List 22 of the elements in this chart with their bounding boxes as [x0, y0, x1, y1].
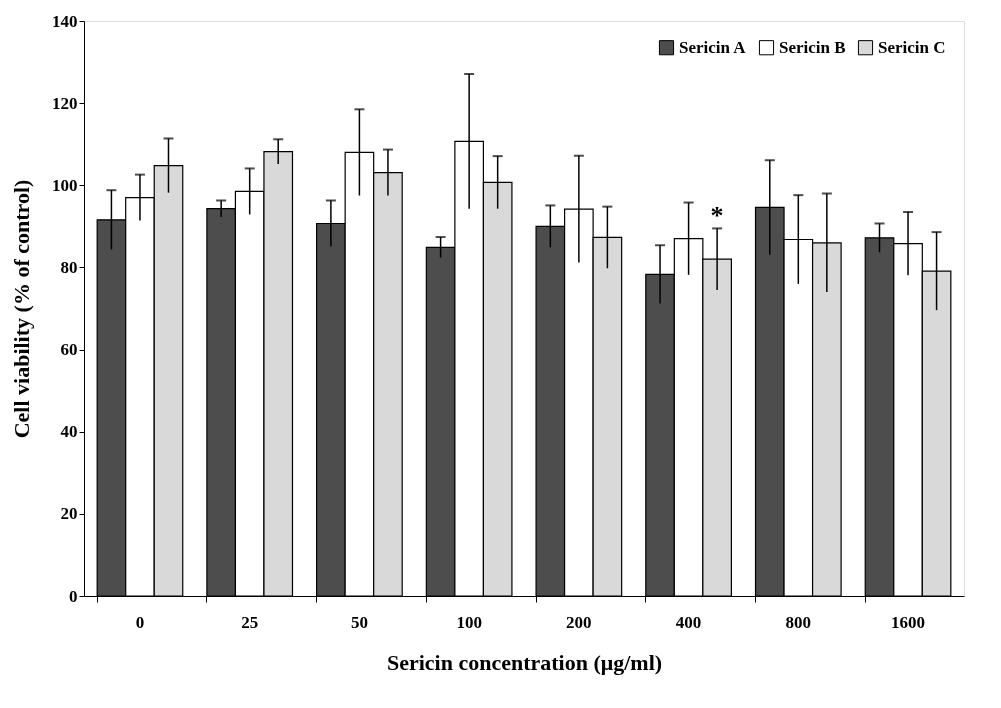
x-axis-title: Sericin concentration (μg/ml): [386, 649, 663, 675]
y-tick-label: 100: [52, 175, 78, 195]
x-tick-label: 0: [135, 612, 145, 632]
x-tick-label: 100: [456, 612, 482, 632]
y-tick-label: 40: [60, 422, 78, 442]
y-tick-label: 20: [60, 504, 78, 524]
x-tick-label: 200: [566, 612, 592, 632]
legend-label: Sericin C: [878, 37, 946, 57]
x-tick-label: 800: [785, 612, 812, 632]
legend-label: Sericin A: [679, 37, 747, 57]
x-tick-label: 25: [241, 612, 259, 632]
y-tick-label: 0: [69, 586, 78, 606]
x-tick-label: 50: [350, 612, 368, 632]
annotation: *: [710, 200, 724, 230]
y-axis-title: Cell viability (% of control): [9, 179, 34, 439]
x-tick-label: 400: [675, 612, 702, 632]
y-tick-label: 60: [60, 340, 78, 360]
legend-label: Sericin B: [779, 37, 846, 57]
x-tick-label: 1600: [891, 612, 926, 632]
y-tick-label: 120: [52, 93, 78, 113]
y-tick-label: 140: [52, 11, 78, 31]
y-tick-label: 80: [60, 257, 78, 277]
